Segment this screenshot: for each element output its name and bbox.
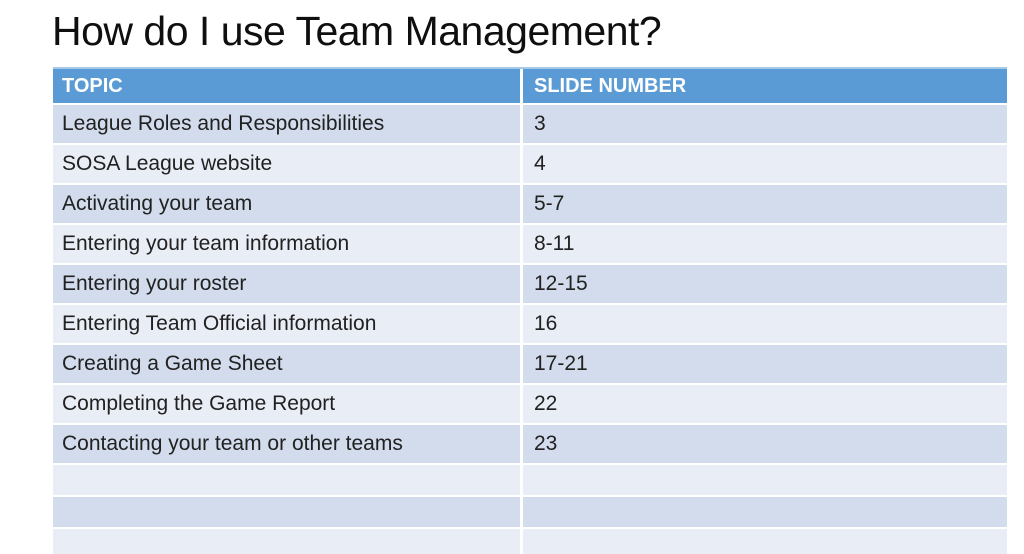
slide-number-cell: 8-11 bbox=[534, 232, 575, 255]
table-row: SOSA League website 4 bbox=[53, 145, 1007, 185]
slide-number-cell bbox=[523, 497, 1007, 527]
table-row: League Roles and Responsibilities 3 bbox=[53, 105, 1007, 145]
table-row-empty bbox=[53, 465, 1007, 497]
topic-cell: Contacting your team or other teams bbox=[53, 425, 523, 463]
slide-number-cell: 4 bbox=[534, 152, 546, 175]
column-header-slide-number: SLIDE NUMBER bbox=[534, 74, 687, 97]
table-row-empty bbox=[53, 497, 1007, 529]
topic-cell: SOSA League website bbox=[53, 145, 523, 183]
topic-cell: Activating your team bbox=[53, 185, 523, 223]
table-row: Entering Team Official information 16 bbox=[53, 305, 1007, 345]
topic-cell: Creating a Game Sheet bbox=[53, 345, 523, 383]
page-title: How do I use Team Management? bbox=[52, 8, 662, 54]
slide-number-cell: 3 bbox=[534, 112, 546, 135]
table-row: Completing the Game Report 22 bbox=[53, 385, 1007, 425]
topic-cell: League Roles and Responsibilities bbox=[53, 105, 523, 143]
slide-number-cell bbox=[523, 529, 1007, 554]
topic-cell: Entering Team Official information bbox=[53, 305, 523, 343]
topic-cell: Entering your roster bbox=[53, 265, 523, 303]
slide-number-cell: 16 bbox=[534, 312, 558, 335]
table-row-empty bbox=[53, 529, 1007, 554]
slide-number-cell: 17-21 bbox=[534, 352, 588, 375]
table-row: Entering your roster 12-15 bbox=[53, 265, 1007, 305]
slide-number-cell: 5-7 bbox=[534, 192, 565, 215]
slide-number-cell bbox=[523, 465, 1007, 495]
table-row: Entering your team information 8-11 bbox=[53, 225, 1007, 265]
slide-number-cell: 12-15 bbox=[534, 272, 588, 295]
table-row: Activating your team 5-7 bbox=[53, 185, 1007, 225]
table-header-row: TOPIC SLIDE NUMBER bbox=[53, 67, 1007, 105]
topic-cell: Entering your team information bbox=[53, 225, 523, 263]
table-row: Creating a Game Sheet 17-21 bbox=[53, 345, 1007, 385]
topics-table: TOPIC SLIDE NUMBER League Roles and Resp… bbox=[53, 67, 1007, 554]
slide-number-cell: 22 bbox=[534, 392, 558, 415]
topic-cell: Completing the Game Report bbox=[53, 385, 523, 423]
topic-cell bbox=[53, 465, 523, 495]
slide-number-cell: 23 bbox=[534, 432, 558, 455]
topic-cell bbox=[53, 529, 523, 554]
topic-cell bbox=[53, 497, 523, 527]
column-header-topic: TOPIC bbox=[53, 69, 523, 103]
table-row: Contacting your team or other teams 23 bbox=[53, 425, 1007, 465]
